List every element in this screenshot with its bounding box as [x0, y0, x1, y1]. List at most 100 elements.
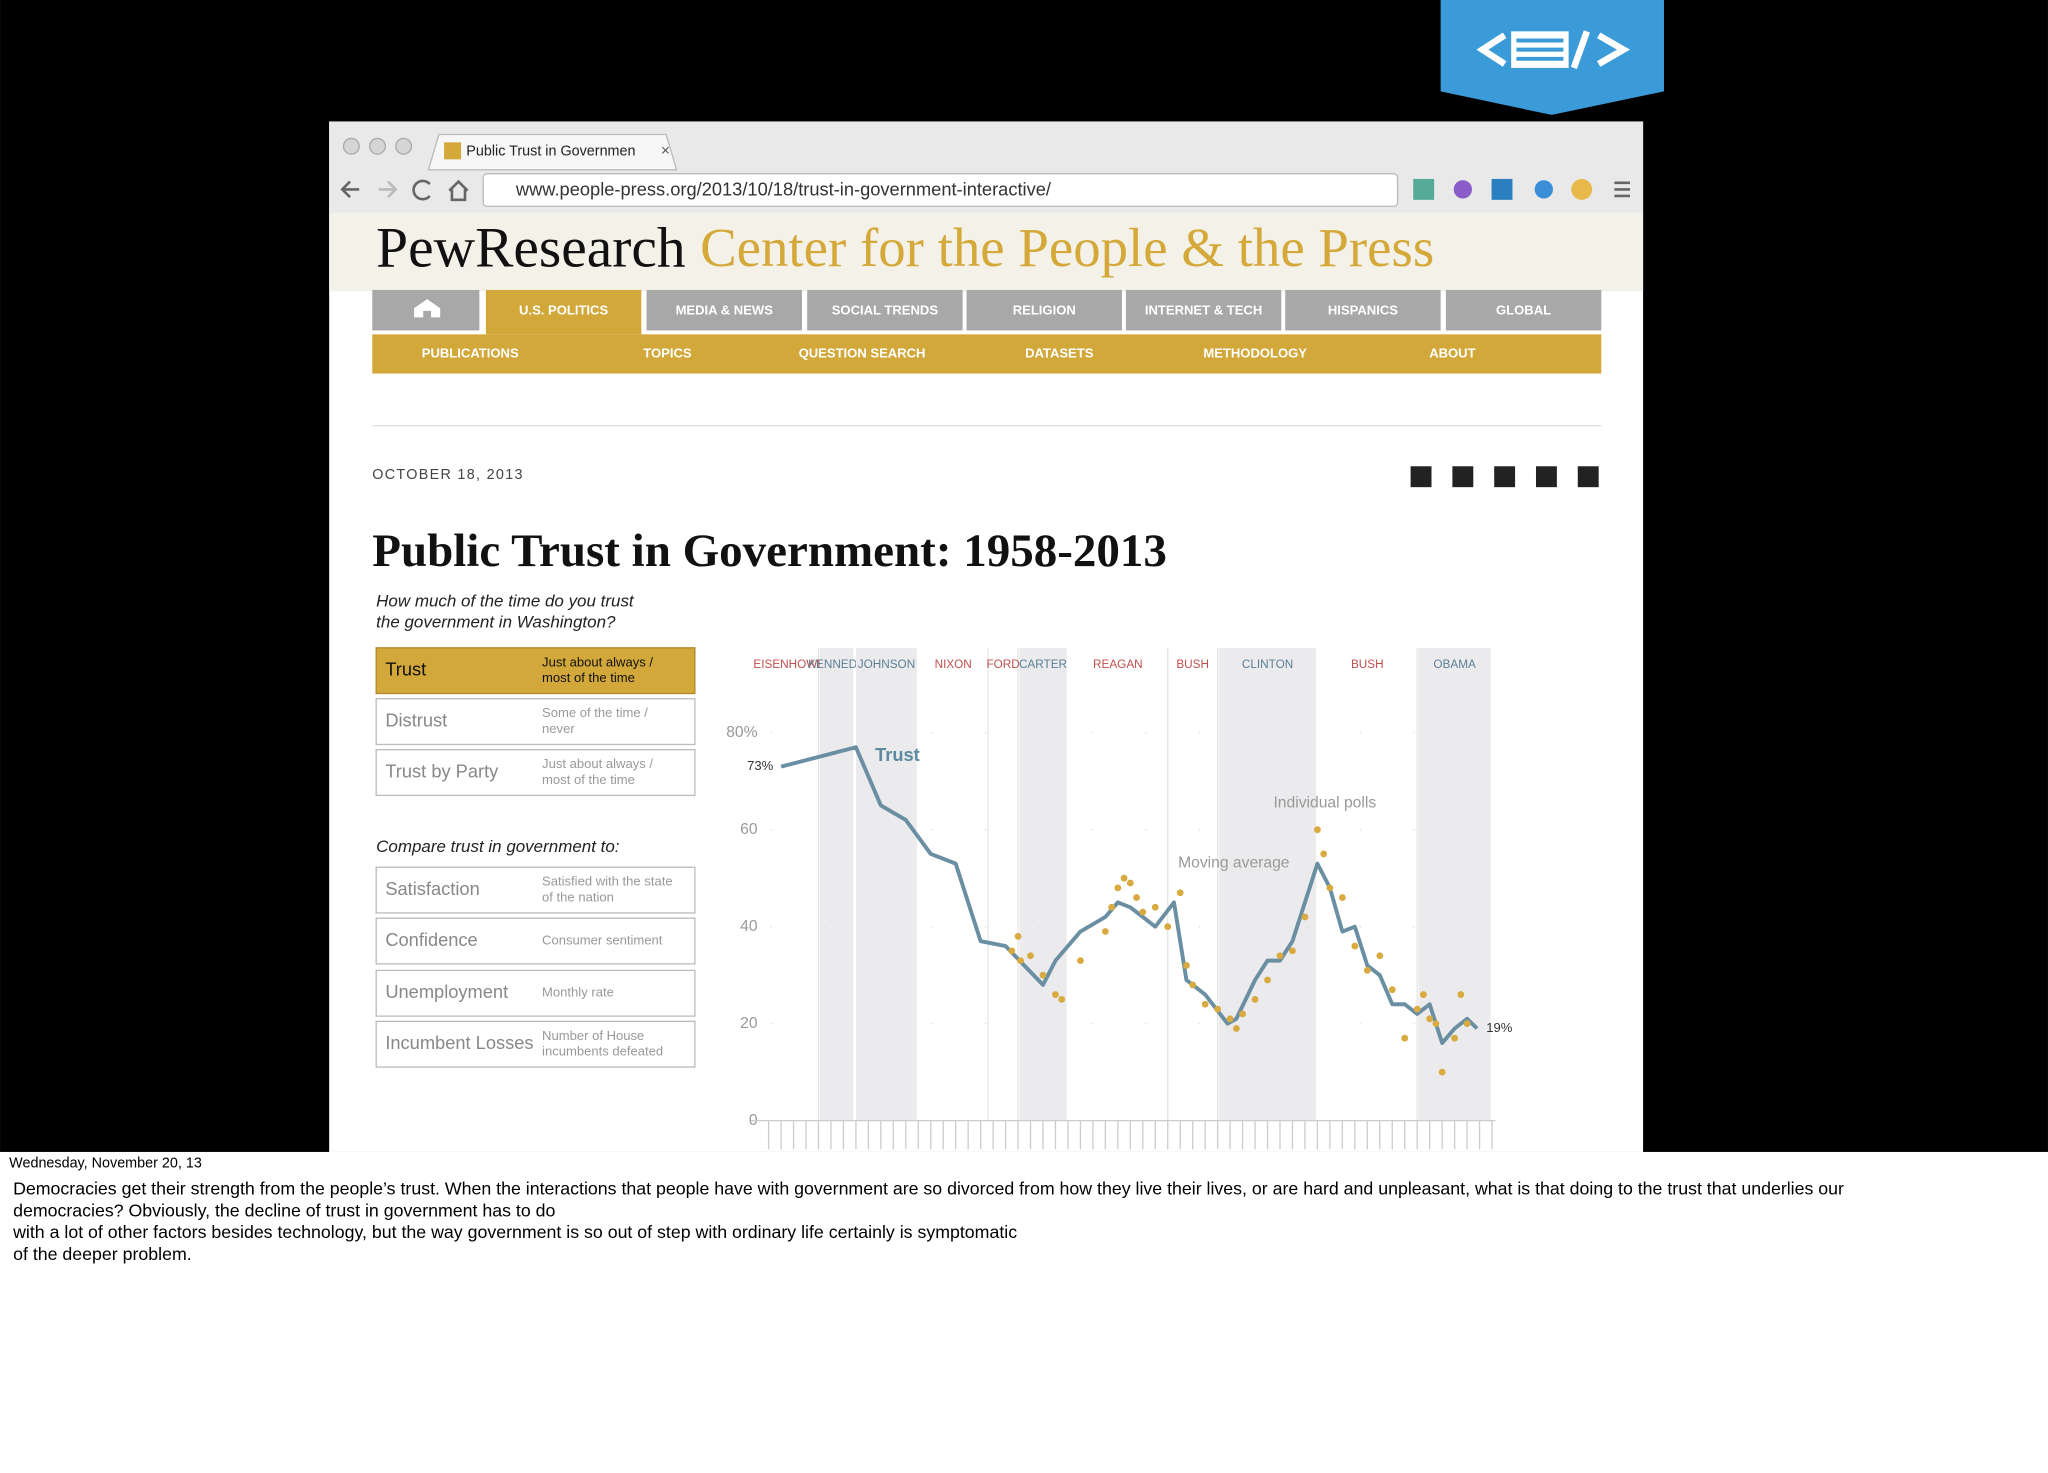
share-icons[interactable]: [1410, 466, 1599, 488]
poll-dot: [1363, 966, 1371, 974]
nav-tab[interactable]: [485, 289, 642, 335]
menu-desc: incumbents defeated: [542, 1044, 663, 1059]
menu-label: Confidence: [385, 929, 477, 950]
president-label: CLINTON: [1242, 658, 1293, 671]
poll-dot: [1420, 991, 1427, 998]
poll-dot: [1388, 986, 1396, 994]
menu-item[interactable]: [375, 647, 696, 695]
extension-icons[interactable]: [1413, 178, 1631, 200]
poll-dot: [1413, 1005, 1421, 1013]
trust-line: [780, 745, 1479, 1045]
poll-dot: [1176, 889, 1184, 897]
menu-label: Satisfaction: [385, 878, 479, 899]
tab-close[interactable]: ×: [661, 143, 670, 160]
y-tick-label: 80%: [726, 724, 757, 741]
poll-dot: [1289, 947, 1296, 955]
menu-desc: never: [542, 721, 575, 736]
poll-dot: [1126, 879, 1134, 887]
nav-tab[interactable]: [1125, 289, 1282, 331]
poll-dot: [1301, 913, 1309, 921]
nav-label: SOCIAL TRENDS: [832, 302, 939, 317]
favicon: [444, 142, 462, 160]
sub-nav-label[interactable]: METHODOLOGY: [1203, 345, 1307, 360]
poll-dot: [1039, 971, 1047, 979]
poll-dot: [1120, 874, 1128, 882]
poll-dot: [1058, 996, 1066, 1003]
poll-dot: [1164, 923, 1172, 931]
poll-dot: [1264, 976, 1271, 984]
president-band: [1019, 647, 1067, 1121]
nav-tab[interactable]: [966, 289, 1122, 331]
nav-tab[interactable]: [1445, 289, 1602, 331]
menu-desc: Monthly rate: [542, 985, 614, 1000]
menu-desc: Just about always /: [542, 756, 653, 771]
president-label: NIXON: [935, 658, 972, 671]
menu-label: Trust by Party: [385, 760, 499, 781]
poll-dot: [1201, 1000, 1209, 1008]
sub-nav-label[interactable]: ABOUT: [1429, 345, 1475, 360]
poll-dot: [1426, 1015, 1434, 1023]
president-band: [855, 647, 917, 1121]
poll-dot: [1183, 962, 1190, 969]
poll-dot: [1463, 1020, 1471, 1028]
notes-line: democracies? Obviously, the decline of t…: [13, 1200, 555, 1220]
poll-dot: [1320, 850, 1328, 858]
nav-buttons[interactable]: [340, 179, 469, 202]
poll-dot: [1239, 1010, 1246, 1018]
sub-nav-label[interactable]: PUBLICATIONS: [422, 345, 519, 360]
value-label: 73%: [747, 758, 774, 773]
value-label: 19%: [1486, 1020, 1513, 1035]
nav-tab[interactable]: [646, 289, 802, 331]
notes-line: of the deeper problem.: [13, 1244, 192, 1264]
poll-dot: [1326, 884, 1334, 892]
sub-nav-label[interactable]: DATASETS: [1025, 345, 1094, 360]
question: How much of the time do you trust: [376, 592, 635, 611]
question: the government in Washington?: [376, 612, 616, 631]
menu-item[interactable]: [375, 749, 696, 797]
address-bar[interactable]: [482, 173, 1399, 208]
president-label: EISENHOWER: [753, 658, 833, 671]
menu-desc: Consumer sentiment: [542, 932, 663, 947]
site-header: [329, 212, 1644, 292]
menu-label: Distrust: [385, 709, 447, 730]
poll-dot: [1351, 942, 1359, 950]
menu-item[interactable]: [375, 866, 696, 914]
poll-dot: [1008, 947, 1016, 955]
url: www.people-press.org/2013/10/18/trust-in…: [515, 179, 1052, 200]
menu-desc: most of the time: [542, 772, 635, 787]
president-label: JOHNSON: [858, 658, 915, 671]
poll-dot: [1027, 952, 1034, 960]
window-buttons[interactable]: [342, 137, 413, 155]
trust-annotation: Trust: [875, 744, 920, 765]
menu-item[interactable]: [375, 917, 696, 965]
nav-tab[interactable]: [1285, 289, 1441, 331]
menu-item[interactable]: [375, 969, 696, 1017]
poll-dot: [1101, 928, 1109, 935]
president-label: KENNEDY: [808, 658, 865, 671]
compare-heading: Compare trust in government to:: [376, 837, 620, 856]
notes-area: [0, 1151, 2048, 1473]
poll-dot: [1077, 957, 1084, 965]
tab[interactable]: [427, 133, 678, 171]
menu-item[interactable]: [375, 1020, 696, 1068]
poll-dot: [1432, 1020, 1440, 1028]
poll-dot: [1314, 826, 1321, 834]
menu-item[interactable]: [375, 698, 696, 746]
menu-label: Unemployment: [385, 981, 508, 1002]
poll-dot: [1276, 952, 1284, 960]
nav-tab[interactable]: [807, 289, 963, 331]
poll-dot: [1114, 884, 1122, 892]
nav-label: GLOBAL: [1496, 302, 1551, 317]
nav-label: U.S. POLITICS: [519, 302, 608, 317]
nav-label: HISPANICS: [1328, 302, 1398, 317]
poll-dot: [1214, 1005, 1222, 1013]
sub-nav-label[interactable]: TOPICS: [643, 345, 692, 360]
poll-dot: [1251, 996, 1259, 1003]
poll-dot: [1401, 1034, 1409, 1042]
notes-line: Democracies get their strength from the …: [13, 1179, 1844, 1199]
badge: [1440, 0, 1664, 115]
president-label: BUSH: [1351, 658, 1384, 671]
sub-nav: [372, 334, 1602, 374]
sub-nav-label[interactable]: QUESTION SEARCH: [799, 345, 926, 360]
